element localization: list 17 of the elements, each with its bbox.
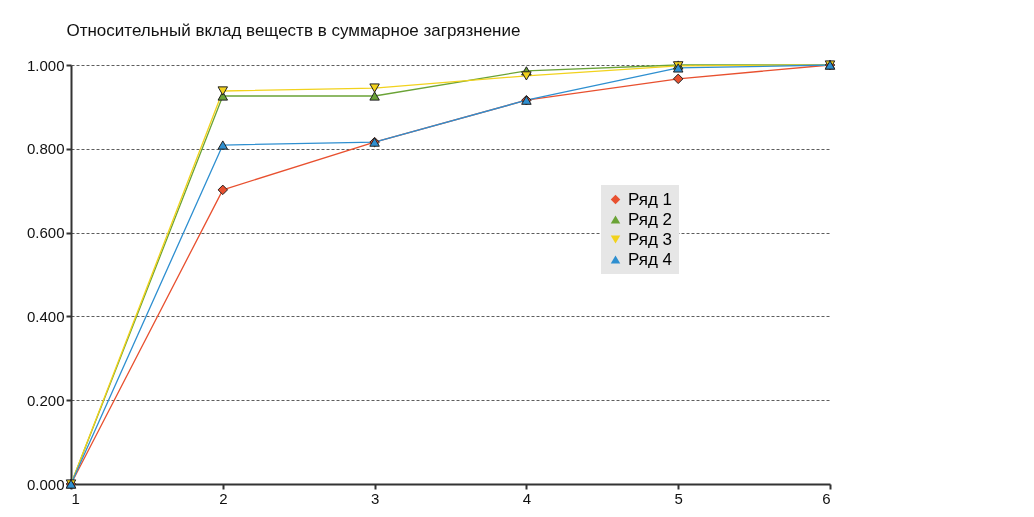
y-tick-label: 1.000 xyxy=(26,56,65,74)
x-tick-label: 4 xyxy=(522,489,532,507)
x-tick-label: 2 xyxy=(219,489,228,507)
y-tick-label: 0.600 xyxy=(26,224,65,242)
x-tick-label: 3 xyxy=(370,489,380,507)
y-tick-label: 0.200 xyxy=(26,391,65,409)
legend-label: Ряд 3 xyxy=(628,229,673,249)
x-tick-label: 1 xyxy=(71,489,80,507)
x-tick-label: 5 xyxy=(674,489,683,507)
y-tick-label: 0.000 xyxy=(26,475,65,493)
legend-label: Ряд 1 xyxy=(628,189,673,209)
legend-label: Ряд 4 xyxy=(628,249,673,269)
legend-label: Ряд 2 xyxy=(628,209,673,229)
y-tick-label: 0.800 xyxy=(26,140,65,158)
x-tick-label: 6 xyxy=(822,489,831,507)
y-tick-label: 0.400 xyxy=(26,307,65,325)
chart-title: Относительный вклад веществ в суммарное загрязнение xyxy=(66,21,521,40)
